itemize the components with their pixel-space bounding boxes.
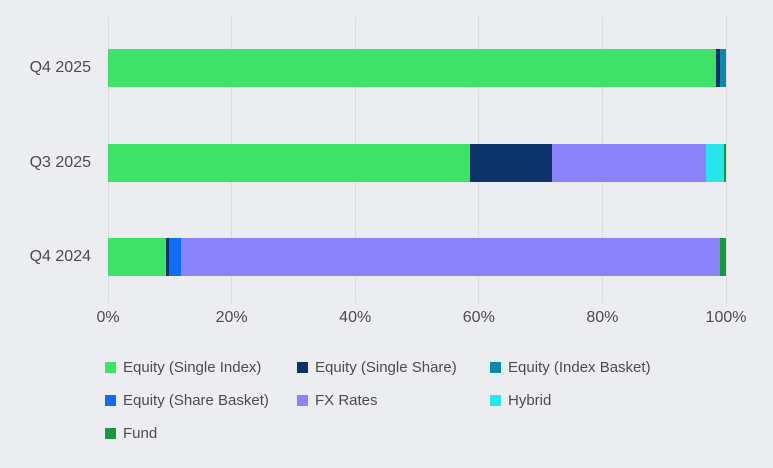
legend-swatch-icon [297, 395, 308, 406]
bar-q4-2024 [108, 238, 726, 276]
x-tick-label: 80% [586, 309, 619, 326]
bar-segment-equity-single-index[interactable] [108, 49, 717, 87]
legend-label: Hybrid [508, 392, 552, 409]
bar-segment-equity-single-share[interactable] [166, 238, 170, 276]
plot-area [107, 17, 727, 303]
x-axis: 0% 20% 40% 60% 80% 100% [0, 309, 773, 333]
legend-label: Equity (Index Basket) [508, 359, 651, 376]
x-tick-label: 20% [215, 309, 248, 326]
bar-segment-fund[interactable] [724, 144, 726, 182]
legend-swatch-icon [105, 362, 116, 373]
x-tick-label: 100% [705, 309, 747, 326]
legend-item-fx-rates[interactable]: FX Rates [297, 392, 490, 409]
legend-item-fund[interactable]: Fund [105, 425, 297, 442]
legend-item-equity-single-index[interactable]: Equity (Single Index) [105, 359, 297, 376]
legend-swatch-icon [297, 362, 308, 373]
bar-segment-equity-single-share[interactable] [716, 49, 721, 87]
bar-q4-2025 [108, 49, 726, 87]
bar-segment-hybrid[interactable] [705, 144, 725, 182]
bar-segment-equity-share-basket[interactable] [169, 238, 181, 276]
legend-item-equity-single-share[interactable]: Equity (Single Share) [297, 359, 490, 376]
legend-label: FX Rates [315, 392, 378, 409]
bar-segment-equity-single-share[interactable] [469, 144, 552, 182]
bar-segment-equity-single-index[interactable] [108, 238, 167, 276]
category-label: Q4 2024 [29, 248, 91, 265]
bar-q3-2025 [108, 144, 726, 182]
legend-swatch-icon [105, 395, 116, 406]
legend-item-equity-index-basket[interactable]: Equity (Index Basket) [490, 359, 651, 376]
bar-segment-fx-rates[interactable] [180, 238, 720, 276]
legend-label: Equity (Share Basket) [123, 392, 269, 409]
legend-item-equity-share-basket[interactable]: Equity (Share Basket) [105, 392, 297, 409]
x-tick-label: 60% [462, 309, 495, 326]
legend-swatch-icon [105, 428, 116, 439]
category-label: Q3 2025 [29, 154, 91, 171]
bar-segment-fx-rates[interactable] [551, 144, 706, 182]
category-label: Q4 2025 [29, 59, 91, 76]
legend-swatch-icon [490, 395, 501, 406]
legend: Equity (Single Index) Equity (Single Shar… [105, 351, 651, 450]
x-tick-label: 0% [96, 309, 120, 326]
legend-label: Equity (Single Share) [315, 359, 457, 376]
legend-label: Fund [123, 425, 158, 442]
legend-item-hybrid[interactable]: Hybrid [490, 392, 651, 409]
gridline [725, 17, 727, 303]
legend-label: Equity (Single Index) [123, 359, 262, 376]
x-tick-label: 40% [339, 309, 372, 326]
bar-segment-fund[interactable] [719, 238, 726, 276]
bar-segment-equity-single-index[interactable] [108, 144, 470, 182]
legend-swatch-icon [490, 362, 501, 373]
bar-segment-equity-index-basket[interactable] [720, 49, 726, 87]
